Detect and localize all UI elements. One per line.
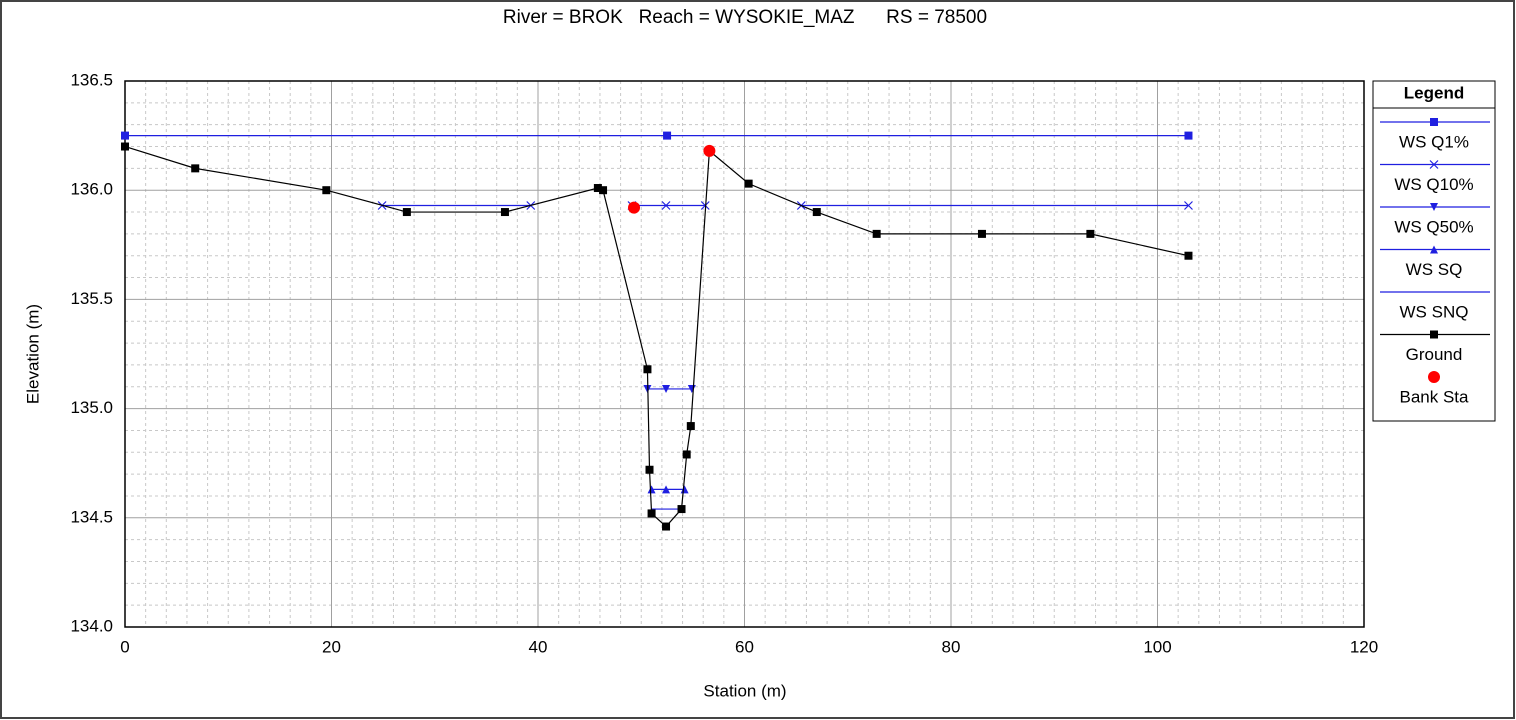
grid <box>124 80 1365 628</box>
legend-label: WS Q10% <box>1394 175 1473 194</box>
marker <box>593 184 602 193</box>
y-tick-label: 135.5 <box>70 289 113 308</box>
marker <box>663 131 672 140</box>
marker <box>1430 245 1438 254</box>
marker <box>1430 203 1438 211</box>
marker <box>647 485 656 494</box>
x-tick-label: 100 <box>1143 637 1171 656</box>
marker <box>1184 131 1193 140</box>
legend-title: Legend <box>1404 83 1464 102</box>
marker <box>402 208 411 217</box>
legend-label: WS Q50% <box>1394 217 1473 236</box>
marker <box>686 422 695 431</box>
marker <box>322 186 331 195</box>
marker <box>647 509 656 518</box>
marker <box>872 229 881 238</box>
x-tick-label: 20 <box>322 637 341 656</box>
y-tick-label: 136.5 <box>70 70 113 89</box>
marker <box>1430 118 1438 126</box>
marker <box>645 465 654 474</box>
marker <box>1184 201 1193 210</box>
marker <box>661 201 671 210</box>
marker <box>1428 371 1440 383</box>
marker <box>744 179 753 188</box>
y-tick-label: 134.0 <box>70 616 113 635</box>
marker <box>1429 160 1439 169</box>
marker <box>703 144 716 157</box>
legend-label: WS Q1% <box>1399 132 1469 151</box>
legend-label: Ground <box>1406 345 1463 364</box>
marker <box>599 186 608 195</box>
y-tick-label: 134.5 <box>70 507 113 526</box>
marker <box>191 164 200 173</box>
marker <box>662 522 671 531</box>
legend-label: WS SNQ <box>1400 302 1469 321</box>
marker <box>1184 251 1193 260</box>
marker <box>121 131 129 140</box>
marker <box>1430 330 1438 339</box>
marker <box>662 485 671 494</box>
x-tick-label: 60 <box>735 637 754 656</box>
x-tick-label: 40 <box>529 637 548 656</box>
x-tick-label: 80 <box>942 637 961 656</box>
marker <box>677 505 686 514</box>
x-tick-label: 120 <box>1350 637 1378 656</box>
marker <box>500 208 509 217</box>
marker <box>628 201 641 214</box>
y-axis-label: Elevation (m) <box>23 304 42 404</box>
marker <box>643 365 652 374</box>
chart-title: River = BROK Reach = WYSOKIE_MAZ RS = 78… <box>503 7 987 28</box>
x-tick-label: 0 <box>120 637 129 656</box>
marker <box>121 142 129 151</box>
marker <box>662 384 671 393</box>
marker <box>977 229 986 238</box>
marker <box>682 450 691 459</box>
marker <box>1086 229 1095 238</box>
x-axis-label: Station (m) <box>703 681 786 700</box>
y-tick-label: 136.0 <box>70 180 113 199</box>
legend-label: Bank Sta <box>1400 387 1470 406</box>
plot-border <box>124 80 1365 628</box>
y-tick-label: 135.0 <box>70 398 113 417</box>
marker <box>812 208 821 217</box>
legend-label: WS SQ <box>1406 260 1463 279</box>
